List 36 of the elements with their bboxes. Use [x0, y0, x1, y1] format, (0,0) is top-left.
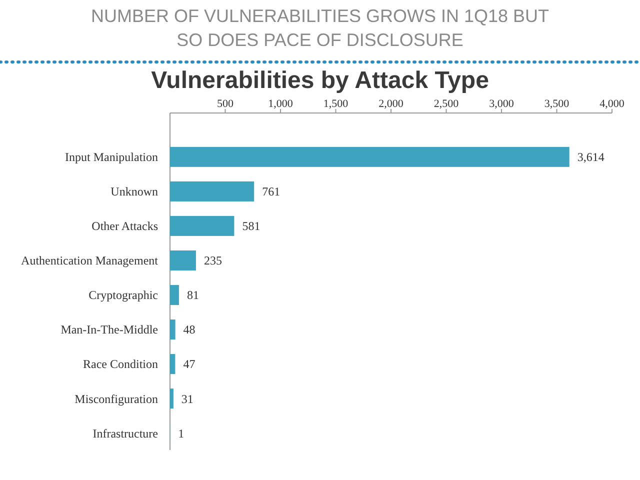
y-tick-label: Race Condition	[83, 357, 158, 372]
y-tick-label: Cryptographic	[88, 288, 158, 302]
data-label: 47	[183, 357, 196, 372]
bar	[170, 146, 570, 167]
bar	[170, 320, 176, 340]
bar	[170, 388, 174, 409]
x-tick-label: 500	[217, 98, 234, 110]
bar	[170, 250, 196, 270]
x-tick-label: 1,500	[323, 98, 349, 110]
x-tick-label: 3,000	[489, 98, 514, 110]
bar	[170, 354, 176, 374]
chart-title: NUMBER OF VULNERABILITIES GROWS IN 1Q18 BUT SO DOES PACE OF DISCLOSURE	[90, 6, 550, 50]
x-tick-label: 3,500	[544, 98, 570, 110]
x-tick-label: 2,500	[434, 98, 460, 110]
y-tick-label: Man-In-The-Middle	[60, 322, 158, 337]
data-label: 31	[181, 392, 194, 406]
x-tick-label: 4,000	[600, 98, 625, 110]
y-tick-label: Misconfiguration	[74, 392, 158, 406]
y-tick-label: Infrastructure	[92, 426, 158, 440]
bar	[170, 216, 234, 236]
y-tick-label: Authentication Management	[21, 254, 159, 268]
x-tick-label: 1,000	[268, 98, 294, 110]
x-tick-label: 2,000	[378, 98, 404, 110]
data-label: 761	[262, 184, 280, 199]
data-label: 581	[242, 219, 260, 234]
bar	[170, 284, 179, 306]
chart-subtitle: Vulnerabilities by Attack Type	[151, 67, 489, 94]
data-label: 1	[178, 426, 184, 440]
y-tick-label: Input Manipulation	[65, 150, 158, 164]
bar	[170, 181, 254, 202]
data-label: 48	[183, 322, 196, 337]
data-label: 235	[204, 254, 222, 268]
data-label: 81	[186, 288, 199, 302]
data-label: 3,614	[577, 150, 604, 164]
y-tick-label: Other Attacks	[92, 219, 158, 234]
y-tick-label: Unknown	[110, 184, 158, 199]
